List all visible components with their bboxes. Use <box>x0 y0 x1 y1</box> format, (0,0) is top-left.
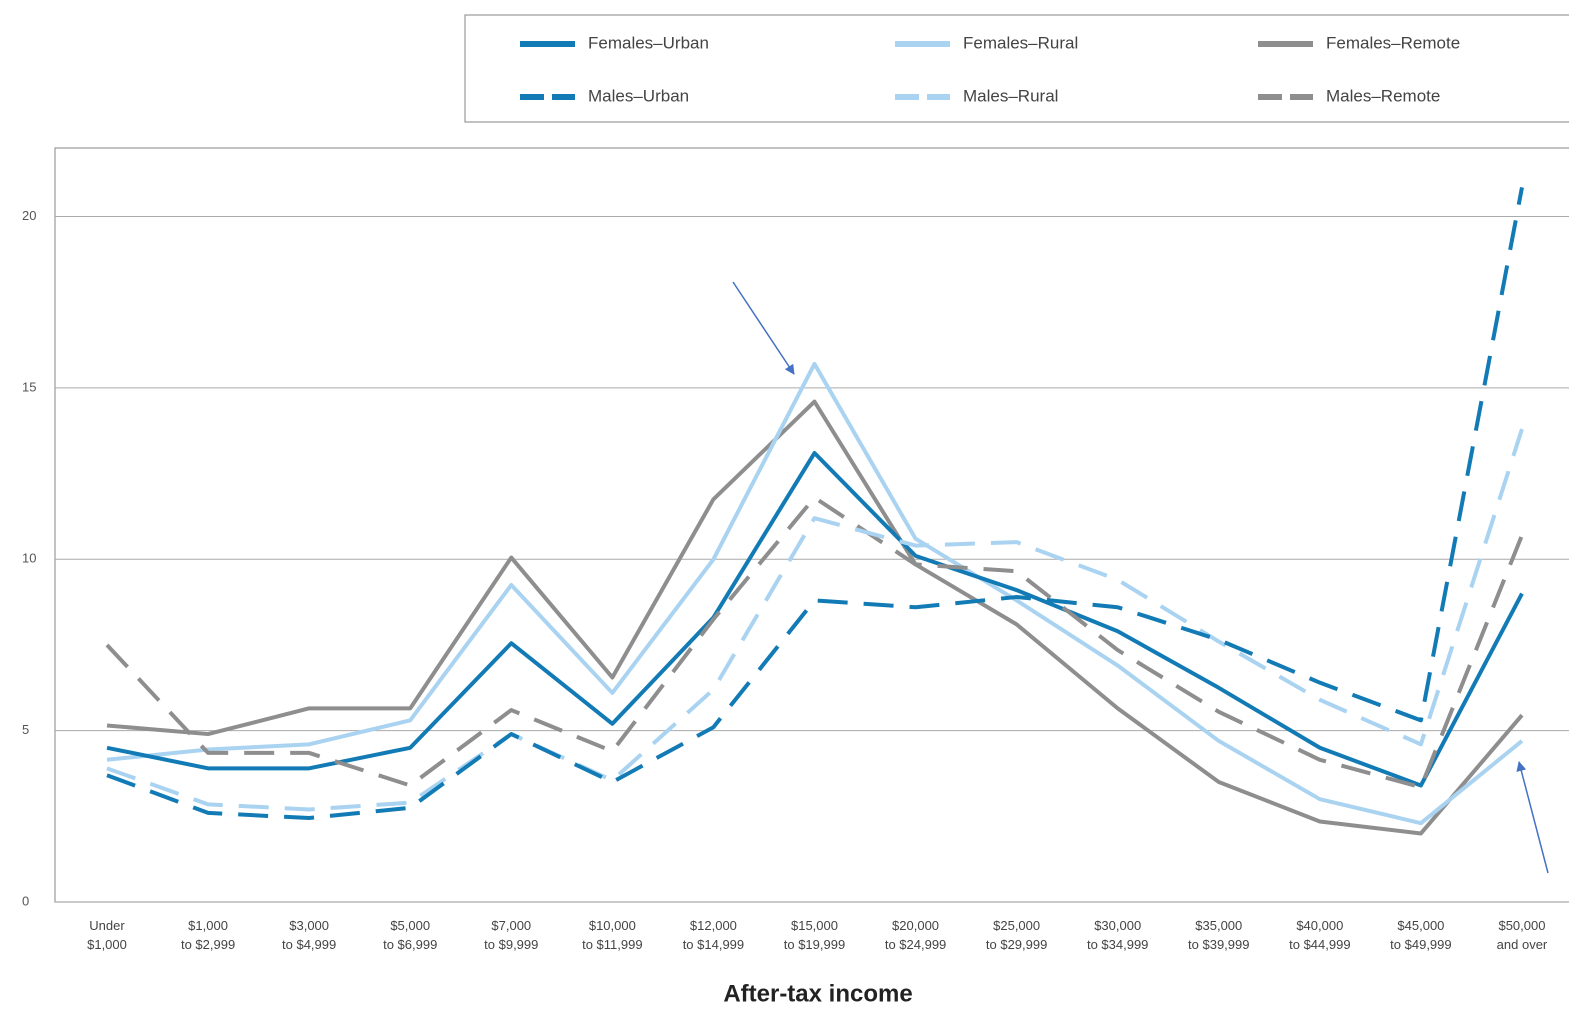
y-tick-label: 5 <box>22 722 29 737</box>
x-tick-label: $15,000 to $19,999 <box>784 918 845 952</box>
y-tick-label: 20 <box>22 208 36 223</box>
series-line <box>106 451 1524 788</box>
x-tick-label: $40,000 to $44,999 <box>1289 918 1350 952</box>
series-line <box>106 361 1524 826</box>
x-tick-label: $35,000 to $39,999 <box>1188 918 1249 952</box>
x-tick-label: $3,000 to $4,999 <box>282 918 336 952</box>
series-line <box>105 495 1524 790</box>
x-tick-label: $12,000 to $14,999 <box>683 918 744 952</box>
legend-label: Females–Rural <box>963 33 1078 52</box>
legend-label: Males–Rural <box>963 86 1058 105</box>
annotation-arrow <box>732 281 795 375</box>
y-tick-label: 0 <box>22 893 29 908</box>
legend-box <box>464 14 1569 123</box>
legend-label: Males–Remote <box>1326 86 1440 105</box>
legend-label: Males–Urban <box>588 86 689 105</box>
legend-label: Females–Remote <box>1326 33 1460 52</box>
x-tick-label: $7,000 to $9,999 <box>484 918 538 952</box>
x-tick-label: $5,000 to $6,999 <box>383 918 437 952</box>
annotation-arrow <box>1516 761 1549 874</box>
series-line <box>106 399 1524 836</box>
x-axis-label: After-tax income <box>723 980 912 1007</box>
x-tick-label: Under $1,000 <box>87 918 127 952</box>
y-tick-label: 10 <box>22 551 36 566</box>
plot-frame <box>54 147 1569 903</box>
y-tick-label: 15 <box>22 379 36 394</box>
x-tick-label: $20,000 to $24,999 <box>885 918 946 952</box>
series-line <box>106 428 1524 812</box>
x-tick-label: $25,000 to $29,999 <box>986 918 1047 952</box>
x-tick-label: $10,000 to $11,999 <box>582 918 642 952</box>
series-line <box>106 187 1524 821</box>
x-tick-label: $45,000 to $49,999 <box>1390 918 1451 952</box>
x-tick-label: $1,000 to $2,999 <box>181 918 235 952</box>
legend-label: Females–Urban <box>588 33 709 52</box>
x-tick-label: $50,000 and over <box>1497 918 1548 952</box>
x-tick-label: $30,000 to $34,999 <box>1087 918 1148 952</box>
